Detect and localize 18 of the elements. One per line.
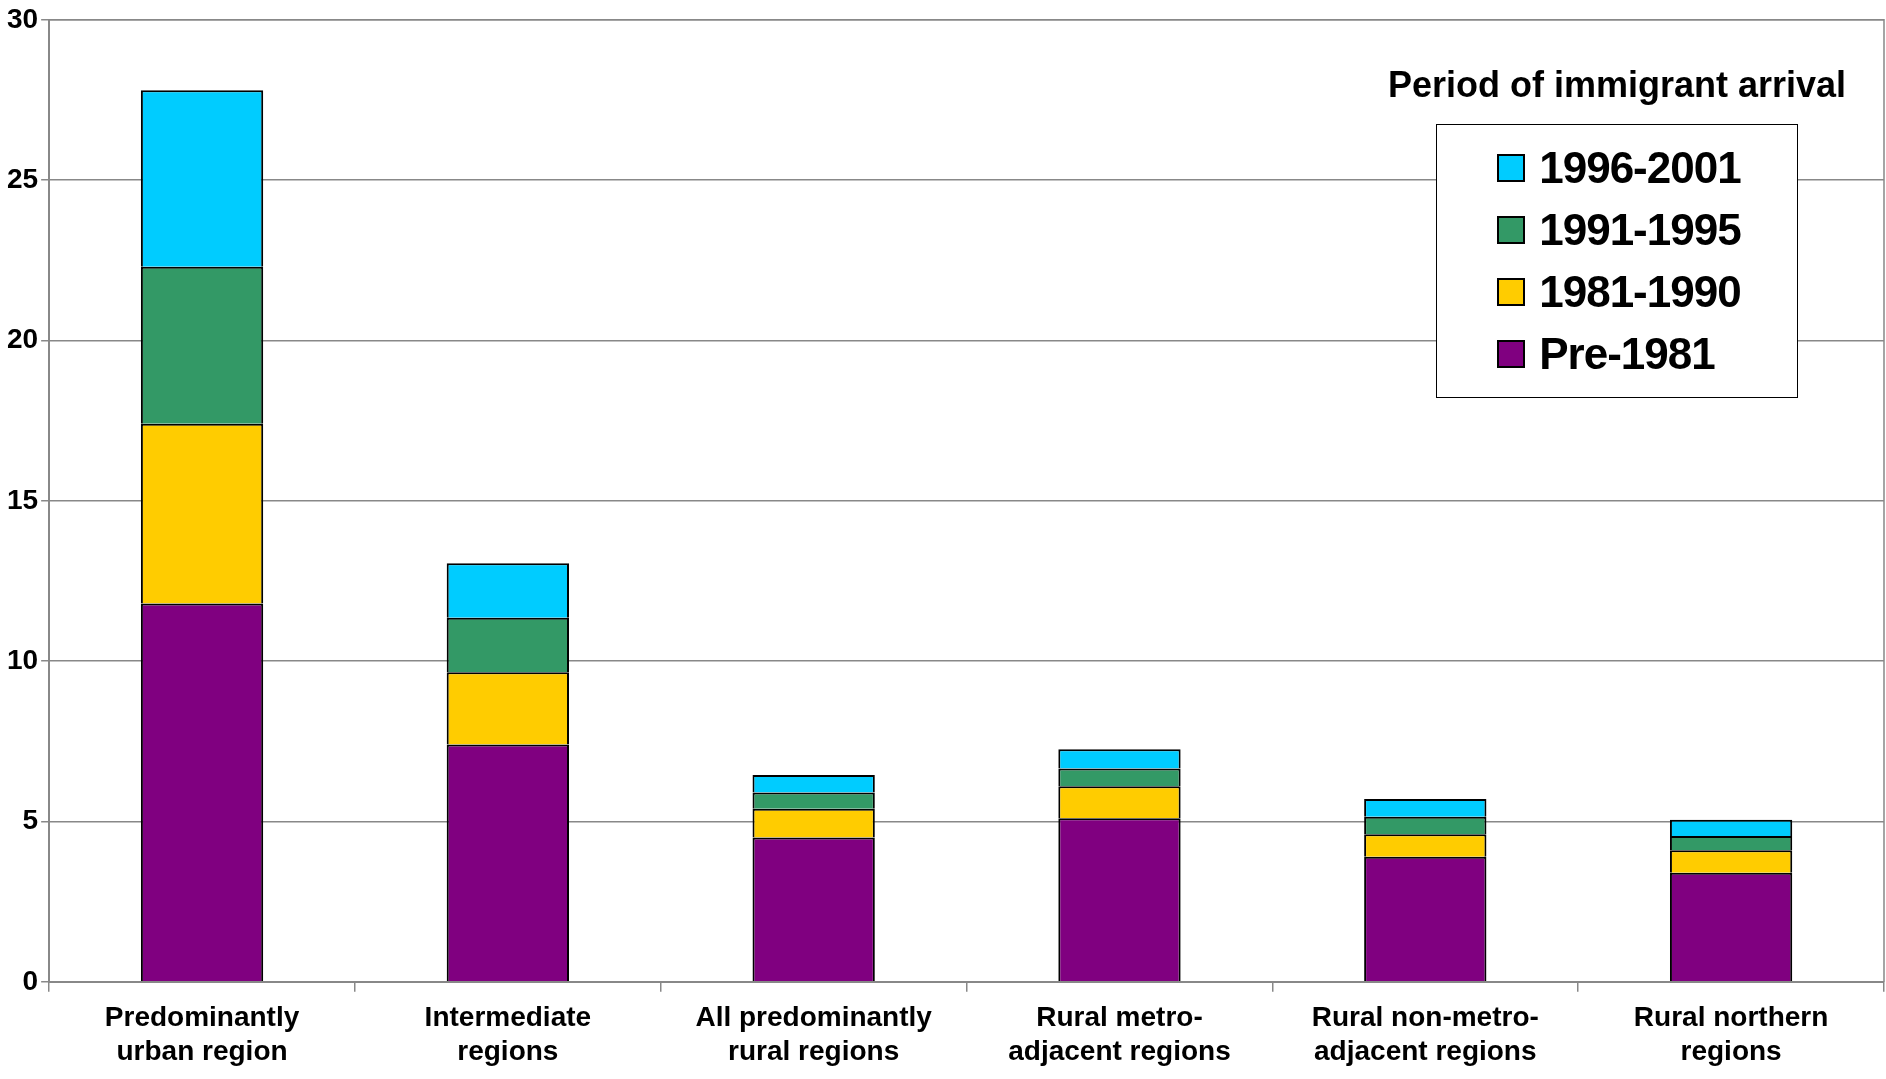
x-tick-label: Intermediate regions xyxy=(424,1001,592,1066)
y-tick-label: 15 xyxy=(6,483,39,515)
legend-label: 1991-1995 xyxy=(1539,205,1741,255)
y-tick-label: 20 xyxy=(6,323,39,355)
legend-label: 1981-1990 xyxy=(1539,267,1741,317)
legend-label: Pre-1981 xyxy=(1539,329,1715,379)
y-tick-label: 10 xyxy=(6,643,39,675)
legend-title: Period of immigrant arrival xyxy=(1387,64,1846,106)
x-tick-label: Predominantly urban region xyxy=(104,1001,300,1066)
x-tick-label: Rural northern regions xyxy=(1633,1001,1829,1066)
x-tick-label: All predominantly rural regions xyxy=(695,1001,933,1066)
y-tick-label: 25 xyxy=(6,162,39,194)
legend-label: 1996-2001 xyxy=(1539,143,1741,193)
y-tick-label: 30 xyxy=(6,2,39,34)
y-tick-label: 0 xyxy=(22,964,39,996)
x-tick-label: Rural non-metro-adjacent regions xyxy=(1311,1001,1539,1066)
y-tick-label: 5 xyxy=(22,804,39,836)
x-tick-label: Rural metro-adjacent regions xyxy=(1008,1001,1231,1066)
